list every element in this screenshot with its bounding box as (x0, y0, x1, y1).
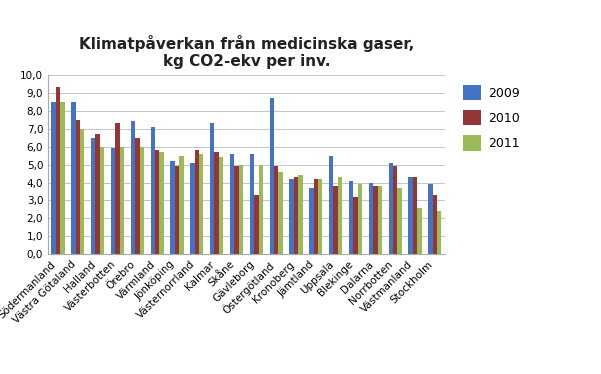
Bar (179, 156, 183, 254)
Bar (72, 102, 76, 254)
Bar (437, 211, 441, 254)
Bar (270, 98, 274, 254)
Bar (250, 154, 254, 254)
Bar (338, 177, 342, 254)
Bar (191, 163, 195, 254)
Bar (52, 102, 56, 254)
Bar (290, 179, 294, 254)
Bar (159, 152, 163, 254)
Bar (135, 138, 139, 254)
Bar (171, 161, 175, 254)
Bar (258, 165, 263, 254)
Bar (349, 181, 353, 254)
Bar (76, 120, 80, 254)
Bar (298, 175, 302, 254)
Bar (219, 157, 223, 254)
Bar (215, 152, 219, 254)
Bar (56, 88, 60, 254)
Bar (151, 127, 155, 254)
Bar (139, 147, 144, 254)
Bar (294, 177, 298, 254)
Legend: 2009, 2010, 2011: 2009, 2010, 2011 (459, 81, 523, 154)
Bar (131, 122, 135, 254)
Bar (60, 102, 64, 254)
Bar (429, 184, 433, 254)
Bar (120, 147, 124, 254)
Bar (111, 148, 115, 254)
Bar (393, 166, 397, 254)
Bar (377, 186, 382, 254)
Bar (80, 129, 84, 254)
Title: Klimatpåverkan från medicinska gaser,
kg CO2-ekv per inv.: Klimatpåverkan från medicinska gaser, kg… (79, 35, 414, 70)
Bar (234, 166, 239, 254)
Bar (254, 195, 258, 254)
Bar (278, 172, 282, 254)
Bar (210, 123, 215, 254)
Bar (199, 154, 203, 254)
Bar (274, 166, 278, 254)
Bar (353, 197, 358, 254)
Bar (91, 138, 96, 254)
Bar (433, 195, 437, 254)
Bar (318, 179, 322, 254)
Bar (310, 188, 314, 254)
Bar (96, 134, 100, 254)
Bar (409, 177, 413, 254)
Bar (175, 166, 179, 254)
Bar (314, 179, 318, 254)
Bar (100, 147, 104, 254)
Bar (397, 188, 401, 254)
Bar (230, 154, 234, 254)
Bar (413, 177, 417, 254)
Bar (417, 208, 421, 254)
Bar (155, 150, 159, 254)
Bar (115, 123, 120, 254)
Bar (239, 165, 243, 254)
Bar (358, 184, 362, 254)
Bar (329, 156, 334, 254)
Bar (195, 150, 199, 254)
Bar (389, 163, 393, 254)
Bar (334, 186, 338, 254)
Bar (373, 186, 377, 254)
Bar (369, 183, 373, 254)
